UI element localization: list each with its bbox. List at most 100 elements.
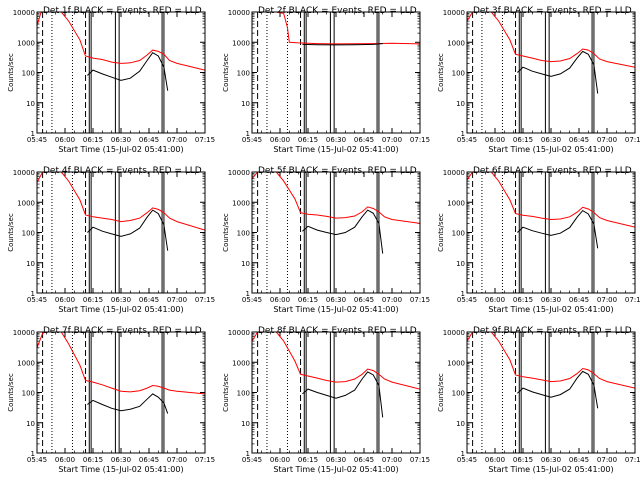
y-tick-label: 10	[26, 100, 35, 108]
events-series-line	[517, 370, 599, 409]
plot-frame	[251, 171, 421, 294]
x-tick-label: 06:45	[139, 456, 159, 464]
chart-title: Det 4f BLACK = Events, RED = LLD	[43, 166, 202, 176]
plot-frame	[251, 11, 421, 134]
chart-title: Det 6f BLACK = Events, RED = LLD	[473, 166, 632, 176]
y-tick-label: 1000	[447, 359, 465, 367]
x-axis-label: Start Time (15-Jul-02 05:41:00)	[488, 305, 613, 314]
x-tick-label: 05:45	[27, 136, 47, 144]
lld-series-line	[252, 12, 420, 45]
y-tick-label: 10000	[443, 9, 465, 17]
x-tick-label: 05:45	[242, 296, 262, 304]
y-tick-label: 1	[246, 290, 250, 298]
x-tick-label: 07:00	[167, 456, 187, 464]
x-axis-label: Start Time (15-Jul-02 05:41:00)	[488, 145, 613, 154]
x-tick-label: 07:15	[195, 296, 215, 304]
x-tick-label: 05:45	[242, 136, 262, 144]
y-tick-label: 1000	[232, 39, 250, 47]
x-tick-label: 06:00	[270, 456, 290, 464]
y-tick-label: 1	[246, 130, 250, 138]
x-axis-label: Start Time (15-Jul-02 05:41:00)	[273, 145, 398, 154]
x-tick-label: 05:45	[242, 456, 262, 464]
chart-title: Det 9f BLACK = Events, RED = LLD	[473, 326, 632, 336]
y-tick-label: 10	[26, 260, 35, 268]
x-tick-label: 07:00	[382, 296, 402, 304]
x-tick-label: 06:15	[298, 456, 318, 464]
x-tick-label: 06:15	[83, 456, 103, 464]
x-tick-label: 06:30	[111, 296, 131, 304]
x-tick-label: 06:15	[298, 296, 318, 304]
x-tick-label: 06:45	[354, 136, 374, 144]
y-tick-label: 1000	[17, 199, 35, 207]
x-tick-label: 07:15	[625, 136, 640, 144]
x-tick-label: 06:45	[569, 296, 589, 304]
x-axis-label: Start Time (15-Jul-02 05:41:00)	[273, 305, 398, 314]
x-tick-label: 06:30	[111, 456, 131, 464]
chart-panel: Det 6f BLACK = Events, RED = LLD Counts/s…	[437, 166, 640, 314]
y-tick-label: 1000	[17, 359, 35, 367]
y-tick-label: 1	[461, 130, 465, 138]
lld-series-line	[467, 332, 635, 389]
y-axis-label: Counts/sec	[7, 213, 15, 252]
y-tick-label: 100	[237, 70, 250, 78]
chart-panel: Det 4f BLACK = Events, RED = LLD Counts/s…	[7, 166, 215, 314]
x-tick-label: 06:45	[354, 456, 374, 464]
x-tick-label: 07:00	[167, 136, 187, 144]
chart-title: Det 3f BLACK = Events, RED = LLD	[473, 6, 632, 16]
chart-panel: Det 3f BLACK = Events, RED = LLD Counts/s…	[437, 6, 640, 154]
y-tick-label: 100	[452, 230, 465, 238]
plot-frame	[251, 331, 421, 454]
chart-title: Det 2f BLACK = Events, RED = LLD	[258, 6, 417, 16]
x-tick-label: 07:00	[597, 296, 617, 304]
events-series-line	[302, 43, 383, 46]
x-tick-label: 05:45	[27, 456, 47, 464]
x-tick-label: 07:00	[167, 296, 187, 304]
x-tick-label: 06:30	[111, 136, 131, 144]
x-tick-label: 05:45	[27, 296, 47, 304]
plot-frame	[466, 331, 636, 454]
y-tick-label: 10	[456, 100, 465, 108]
y-tick-label: 1000	[17, 39, 35, 47]
y-tick-label: 10000	[13, 9, 35, 17]
y-axis-label: Counts/sec	[7, 53, 15, 92]
chart-title: Det 5f BLACK = Events, RED = LLD	[258, 166, 417, 176]
y-tick-label: 1	[461, 450, 465, 458]
events-series-line	[87, 52, 169, 91]
plot-frame	[36, 171, 206, 294]
x-tick-label: 06:30	[326, 456, 346, 464]
lld-series-line	[37, 12, 205, 71]
x-tick-label: 07:00	[382, 136, 402, 144]
lld-series-line	[467, 12, 635, 68]
y-tick-label: 1	[246, 450, 250, 458]
chart-panel: Det 9f BLACK = Events, RED = LLD Counts/s…	[437, 326, 640, 474]
chart-panel: Det 2f BLACK = Events, RED = LLD Counts/s…	[222, 6, 430, 154]
lld-series-line	[467, 172, 635, 228]
x-tick-label: 07:15	[195, 136, 215, 144]
x-tick-label: 07:00	[597, 136, 617, 144]
x-tick-label: 06:30	[541, 136, 561, 144]
events-series-line	[302, 371, 384, 418]
y-axis-label: Counts/sec	[437, 53, 445, 92]
y-tick-label: 10	[26, 420, 35, 428]
y-tick-label: 10	[241, 100, 250, 108]
chart-title: Det 1f BLACK = Events, RED = LLD	[43, 6, 202, 16]
x-axis-label: Start Time (15-Jul-02 05:41:00)	[273, 465, 398, 474]
x-tick-label: 06:45	[139, 136, 159, 144]
x-tick-label: 07:15	[195, 456, 215, 464]
y-tick-label: 1000	[447, 39, 465, 47]
y-tick-label: 100	[22, 390, 35, 398]
x-tick-label: 07:15	[625, 456, 640, 464]
y-tick-label: 10000	[228, 329, 250, 337]
chart-title: Det 8f BLACK = Events, RED = LLD	[258, 326, 417, 336]
lld-series-line	[37, 172, 205, 231]
x-tick-label: 06:15	[513, 296, 533, 304]
y-tick-label: 100	[237, 230, 250, 238]
y-tick-label: 1	[31, 290, 35, 298]
x-tick-label: 06:00	[55, 456, 75, 464]
chart-panel: Det 5f BLACK = Events, RED = LLD Counts/s…	[222, 166, 430, 314]
y-tick-label: 10	[241, 420, 250, 428]
x-tick-label: 06:45	[569, 136, 589, 144]
x-tick-label: 07:00	[382, 456, 402, 464]
x-axis-label: Start Time (15-Jul-02 05:41:00)	[58, 305, 183, 314]
